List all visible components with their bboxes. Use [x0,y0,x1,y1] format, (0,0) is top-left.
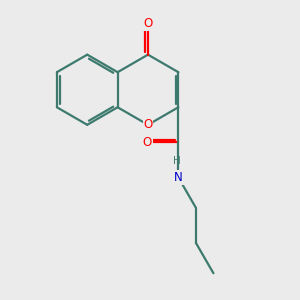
Text: H: H [173,155,181,166]
Text: O: O [143,17,153,30]
Text: O: O [143,118,153,131]
Text: N: N [174,171,183,184]
Text: O: O [143,136,152,149]
